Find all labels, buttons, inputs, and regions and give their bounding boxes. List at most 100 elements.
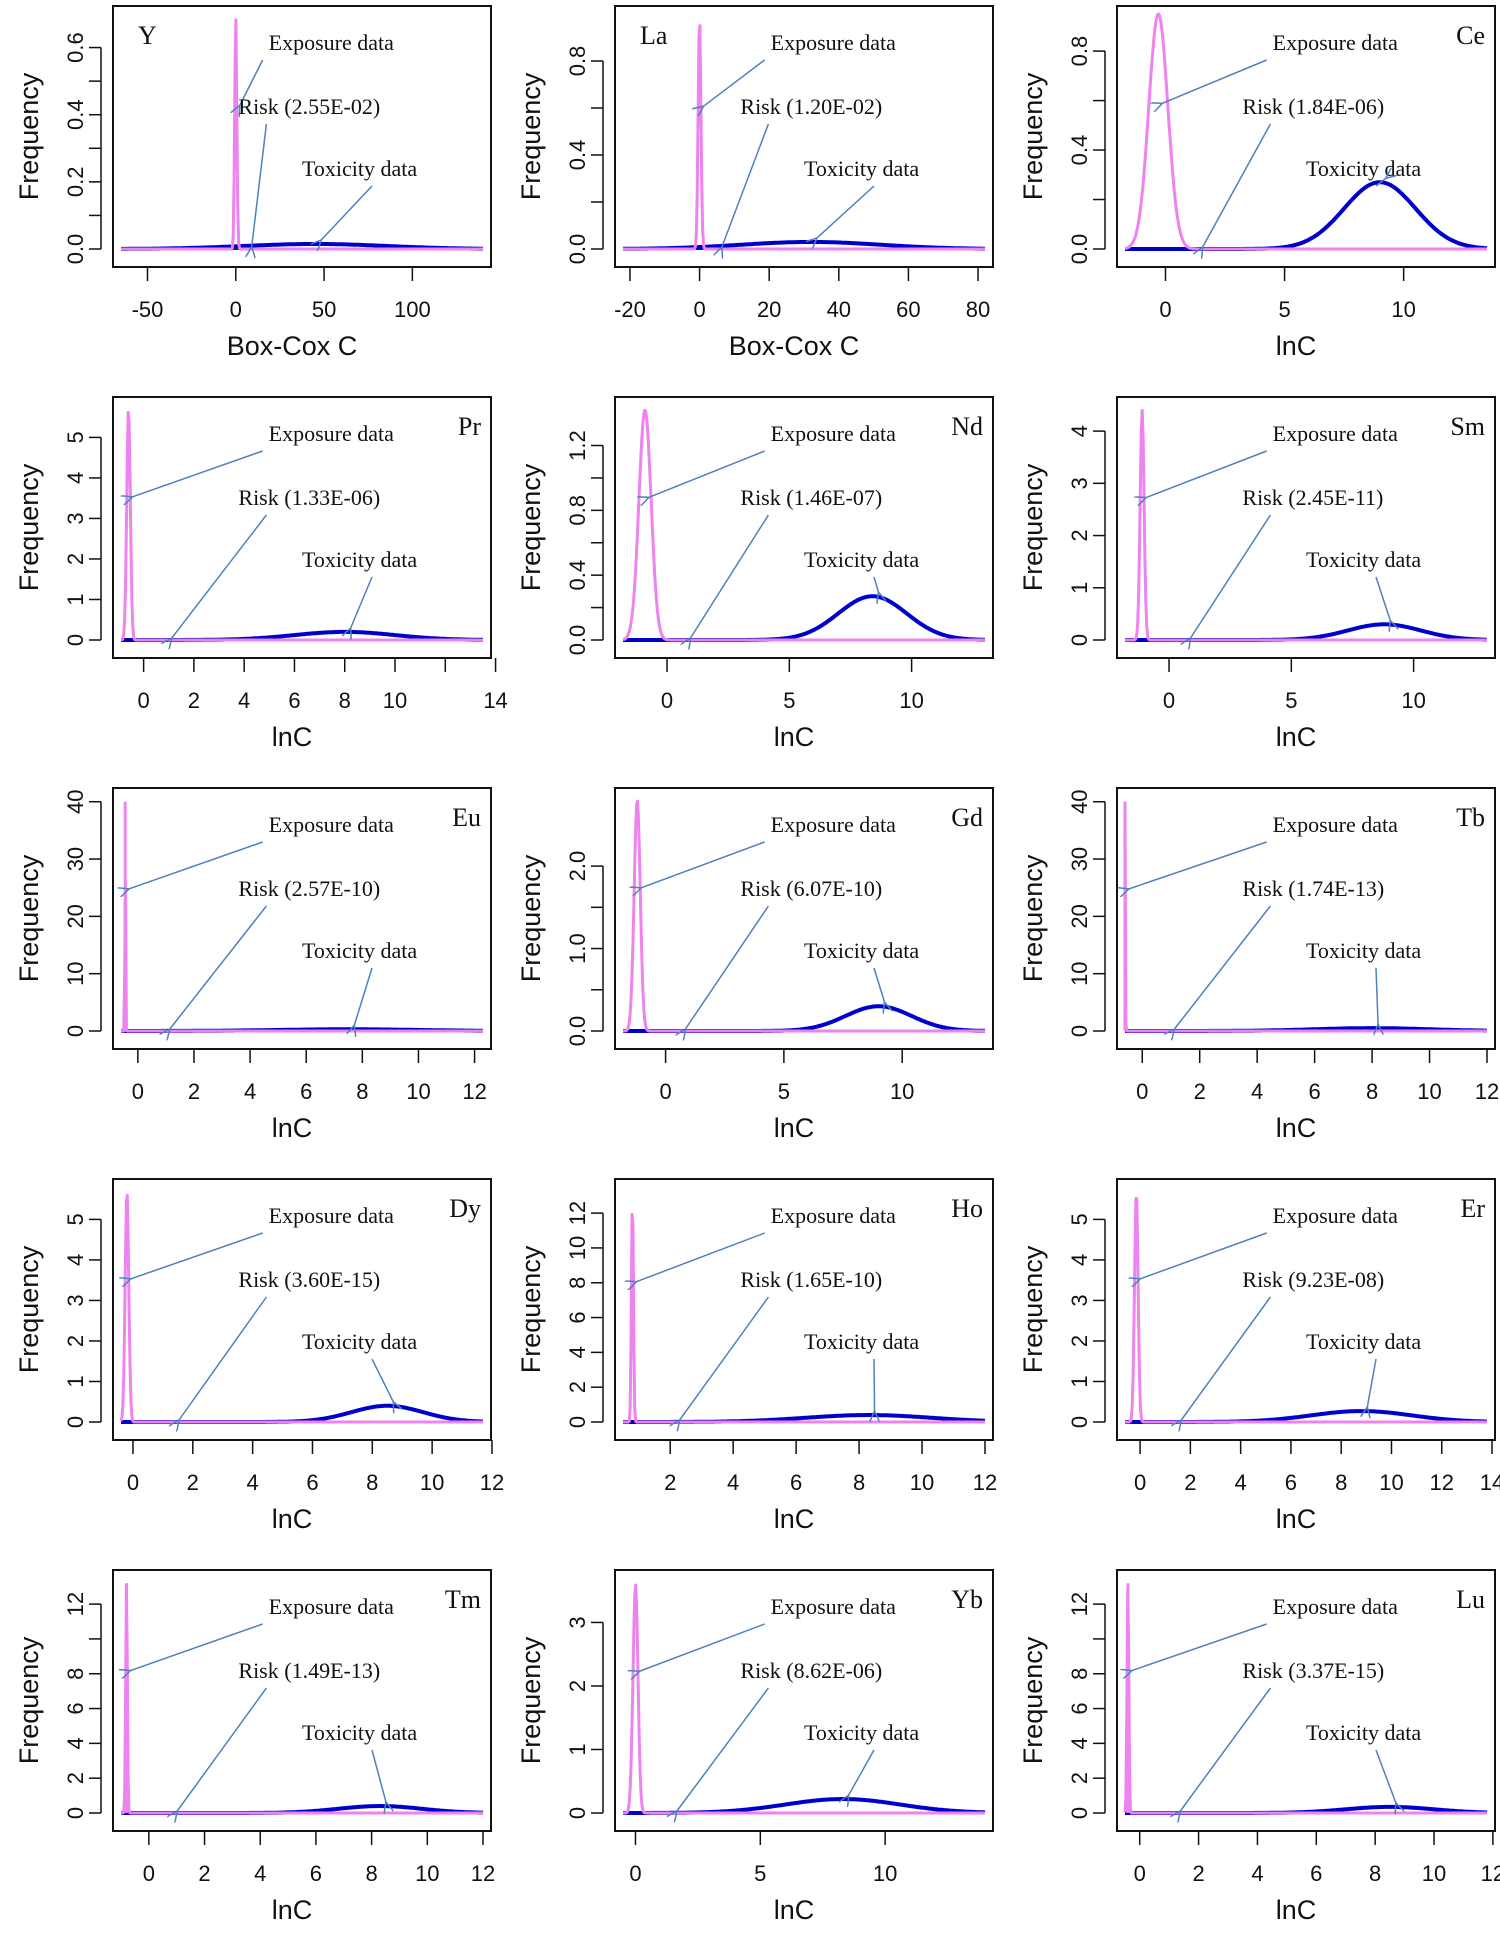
y-tick-label: 4: [1067, 1737, 1092, 1749]
exposure-annotation: Exposure data: [269, 30, 394, 55]
y-tick-label: 0.8: [565, 495, 590, 526]
y-tick-label: 12: [63, 1592, 88, 1616]
panel-label: La: [640, 21, 668, 50]
risk-annotation: Risk (2.57E-10): [238, 876, 380, 901]
exposure-annotation: Exposure data: [269, 1203, 394, 1228]
x-axis-label: Box-Cox C: [227, 331, 358, 361]
panel-ce: 0 5 10 lnC 0.0 0.4 0.8 Frequency Ce Exposure data…: [1018, 5, 1496, 361]
risk-annotation: Risk (8.62E-06): [740, 1658, 882, 1683]
y-tick-label: 8: [1067, 1668, 1092, 1680]
y-axis-label: Frequency: [14, 1245, 44, 1373]
panel-y: -50 0 50 100 Box-Cox C 0.0 0.2 0.4 0.6 Frequency Y…: [14, 5, 492, 361]
risk-arrow: [170, 905, 267, 1029]
x-tick-label: 5: [778, 1079, 790, 1104]
risk-annotation: Risk (1.65E-10): [740, 1267, 882, 1292]
x-axis: -50 0 50 100 Box-Cox C: [132, 267, 431, 361]
toxicity-arrow: [371, 1749, 386, 1802]
y-tick-label: 40: [1067, 789, 1092, 813]
y-tick-label: 0: [1067, 1807, 1092, 1819]
x-tick-label: 12: [480, 1470, 504, 1495]
x-tick-label: 4: [1235, 1470, 1247, 1495]
x-tick-label: 8: [853, 1470, 865, 1495]
y-axis: 0.0 0.2 0.4 0.6 Frequency: [14, 32, 102, 264]
risk-annotation: Risk (2.55E-02): [238, 94, 380, 119]
x-tick-label: 8: [356, 1079, 368, 1104]
panel-gd: 0 5 10 lnC 0.0 1.0 2.0 Frequency Gd Exposure data…: [516, 787, 994, 1143]
exposure-annotation: Exposure data: [1273, 1203, 1398, 1228]
y-axis-label: Frequency: [1018, 72, 1048, 200]
x-tick-label: 5: [1278, 297, 1290, 322]
y-tick-label: 0: [63, 634, 88, 646]
toxicity-curve: [1123, 1409, 1489, 1424]
x-tick-label: 5: [754, 1861, 766, 1886]
x-axis: 0 2 4 6 8 10 12 lnC: [143, 1831, 495, 1925]
panel-label: Yb: [951, 1585, 983, 1614]
x-tick-label: 2: [198, 1861, 210, 1886]
x-axis-label: lnC: [774, 1895, 815, 1925]
toxicity-curve: [1123, 622, 1489, 642]
exposure-arrow: [129, 841, 263, 889]
toxicity-annotation: Toxicity data: [1306, 1329, 1421, 1354]
y-tick-label: 2: [1067, 1772, 1092, 1784]
x-tick-label: 2: [188, 1079, 200, 1104]
risk-arrow: [680, 1296, 770, 1420]
x-axis: 0 2 4 6 8 10 14 lnC: [138, 658, 508, 752]
plot-frame: [112, 396, 492, 659]
exposure-curve: [120, 410, 484, 642]
x-tick-label: 2: [1192, 1861, 1204, 1886]
y-tick-label: 2: [565, 1381, 590, 1393]
toxicity-arrow: [321, 185, 373, 240]
y-tick-label: 2.0: [565, 851, 590, 882]
x-axis-label: lnC: [1276, 331, 1317, 361]
x-axis-label: lnC: [1276, 1113, 1317, 1143]
toxicity-annotation: Toxicity data: [804, 547, 919, 572]
y-axis: 0 1 2 3 4 5 Frequency: [14, 431, 102, 646]
exposure-curve: [120, 18, 484, 251]
panel-label: Tm: [445, 1585, 481, 1614]
exposure-arrow: [636, 1232, 765, 1282]
toxicity-arrow: [874, 1358, 875, 1411]
x-tick-label: 2: [1194, 1079, 1206, 1104]
x-axis: 0 2 4 6 8 10 12 lnC: [127, 1440, 504, 1534]
panel-tb: 0 2 4 6 8 10 12 lnC 0 10 20 30 40 Frequency Tb Exposure…: [1018, 787, 1499, 1143]
x-tick-label: 4: [254, 1861, 266, 1886]
y-axis-label: Frequency: [516, 854, 546, 982]
plot-frame: [614, 396, 994, 659]
x-tick-label: 10: [1391, 297, 1415, 322]
y-tick-label: 4: [63, 1254, 88, 1266]
y-tick-label: 0: [63, 1025, 88, 1037]
plot-frame: [1116, 5, 1496, 268]
x-axis: 0 5 10 lnC: [659, 1049, 914, 1143]
risk-annotation: Risk (3.60E-15): [238, 1267, 380, 1292]
x-axis-label: lnC: [272, 1504, 313, 1534]
y-tick-label: 0: [63, 1807, 88, 1819]
toxicity-arrow: [873, 576, 878, 592]
y-axis: 0 1 2 3 4 Frequency: [1018, 425, 1106, 646]
toxicity-arrow: [873, 967, 885, 1002]
panel-label: Y: [138, 21, 157, 50]
x-tick-label: 0: [1163, 688, 1175, 713]
y-axis: 0 2 4 6 8 12 Frequency: [1018, 1592, 1106, 1819]
exposure-arrow: [133, 450, 263, 497]
x-tick-label: 10: [406, 1079, 430, 1104]
panel-label: Dy: [449, 1194, 481, 1223]
x-tick-label: 4: [1251, 1861, 1263, 1886]
y-tick-label: 0.6: [63, 32, 88, 63]
y-tick-label: 30: [63, 847, 88, 871]
toxicity-arrow: [1375, 1749, 1396, 1803]
x-tick-label: 0: [132, 1079, 144, 1104]
x-tick-label: 0: [1136, 1079, 1148, 1104]
exposure-arrow: [1140, 1232, 1267, 1279]
x-axis: -20 0 20 40 60 80 Box-Cox C: [614, 267, 990, 361]
x-tick-label: 2: [187, 1470, 199, 1495]
x-axis-label: lnC: [774, 1113, 815, 1143]
y-axis: 0 1 2 3 4 5 Frequency: [1018, 1213, 1106, 1428]
panel-label: Eu: [452, 803, 481, 832]
risk-arrow: [691, 514, 770, 638]
x-axis: 0 2 4 6 8 10 12 lnC: [1136, 1049, 1499, 1143]
y-tick-label: 0.8: [1067, 36, 1092, 67]
y-tick-label: 0.4: [565, 560, 590, 591]
y-tick-label: 2: [63, 1335, 88, 1347]
y-tick-label: 0.2: [63, 167, 88, 198]
panel-ho: 2 4 6 8 10 12 lnC 0 2 4 6 8 10 12 Frequency Ho Exposure …: [516, 1178, 997, 1534]
